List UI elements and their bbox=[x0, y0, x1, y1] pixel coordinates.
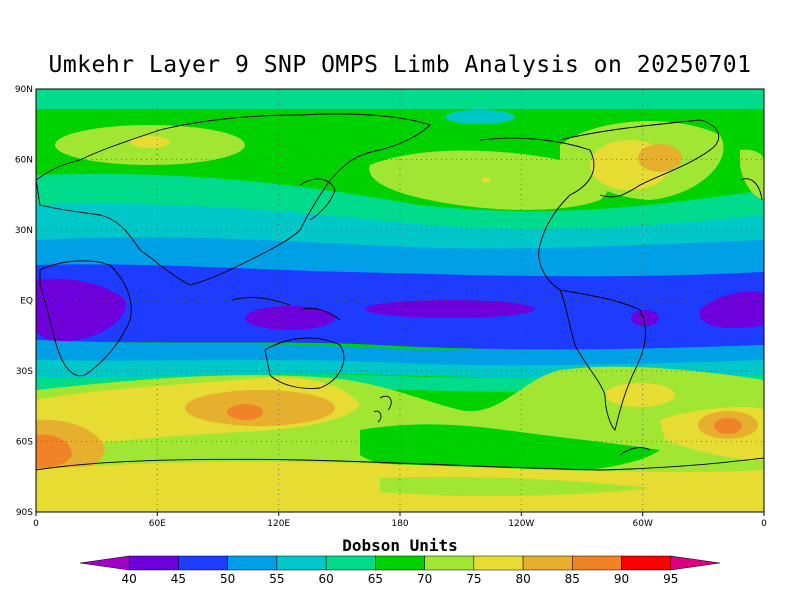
lat-label: 30S bbox=[16, 367, 33, 377]
colorbar-swatch bbox=[621, 555, 672, 571]
colorbar-swatch bbox=[128, 555, 179, 571]
colorbar-swatch bbox=[375, 555, 425, 571]
lon-labels: 0 60E 120E 180 120W 60W 0 bbox=[33, 519, 767, 529]
colorbar-label: 45 bbox=[171, 572, 186, 586]
lat-label: 90N bbox=[15, 85, 33, 95]
colorbar-label: 80 bbox=[515, 572, 530, 586]
colorbar-label: 95 bbox=[663, 572, 678, 586]
map-title: Umkehr Layer 9 SNP OMPS Limb Analysis on… bbox=[48, 52, 752, 78]
colorbar-swatch bbox=[227, 555, 278, 571]
tick-marks bbox=[35, 512, 765, 516]
colorbar-swatch bbox=[424, 555, 475, 571]
lat-label: 90S bbox=[16, 508, 33, 518]
colorbar-label: 60 bbox=[319, 572, 334, 586]
lat-label: 60N bbox=[15, 156, 33, 166]
colorbar-label: 90 bbox=[614, 572, 629, 586]
lon-label: 180 bbox=[391, 519, 408, 529]
ozone-field bbox=[36, 89, 764, 512]
lat-label: 30N bbox=[15, 226, 33, 236]
graticule bbox=[36, 89, 764, 512]
colorbar-swatch bbox=[79, 555, 130, 571]
colorbar-label: 65 bbox=[368, 572, 383, 586]
colorbar-swatch bbox=[572, 555, 622, 571]
colorbar-swatch bbox=[325, 555, 376, 571]
lat-label: 60S bbox=[16, 438, 33, 448]
lon-label: 60W bbox=[633, 519, 653, 529]
lat-labels: 90N 60N 30N EQ 30S 60S 90S bbox=[15, 85, 33, 518]
colorbar-label: 75 bbox=[466, 572, 481, 586]
lon-label: 0 bbox=[33, 519, 39, 529]
lon-label: 0 bbox=[761, 519, 767, 529]
colorbar-swatch bbox=[473, 555, 524, 571]
colorbar-swatch bbox=[522, 555, 573, 571]
colorbar-swatch bbox=[670, 555, 721, 571]
lon-label: 120W bbox=[508, 519, 534, 529]
colorbar-label: 50 bbox=[220, 572, 235, 586]
lon-label: 60E bbox=[149, 519, 166, 529]
lon-label: 120E bbox=[267, 519, 290, 529]
colorbar-swatch bbox=[178, 555, 228, 571]
colorbar: 40 45 50 55 60 65 70 75 80 85 90 95 bbox=[79, 555, 721, 586]
colorbar-label: 55 bbox=[269, 572, 284, 586]
colorbar-label: 40 bbox=[122, 572, 137, 586]
colorbar-swatch bbox=[276, 555, 327, 571]
coastlines bbox=[36, 113, 764, 471]
colorbar-title: Dobson Units bbox=[342, 536, 458, 555]
lat-label: EQ bbox=[20, 297, 33, 307]
colorbar-label: 85 bbox=[565, 572, 580, 586]
colorbar-label: 70 bbox=[417, 572, 432, 586]
